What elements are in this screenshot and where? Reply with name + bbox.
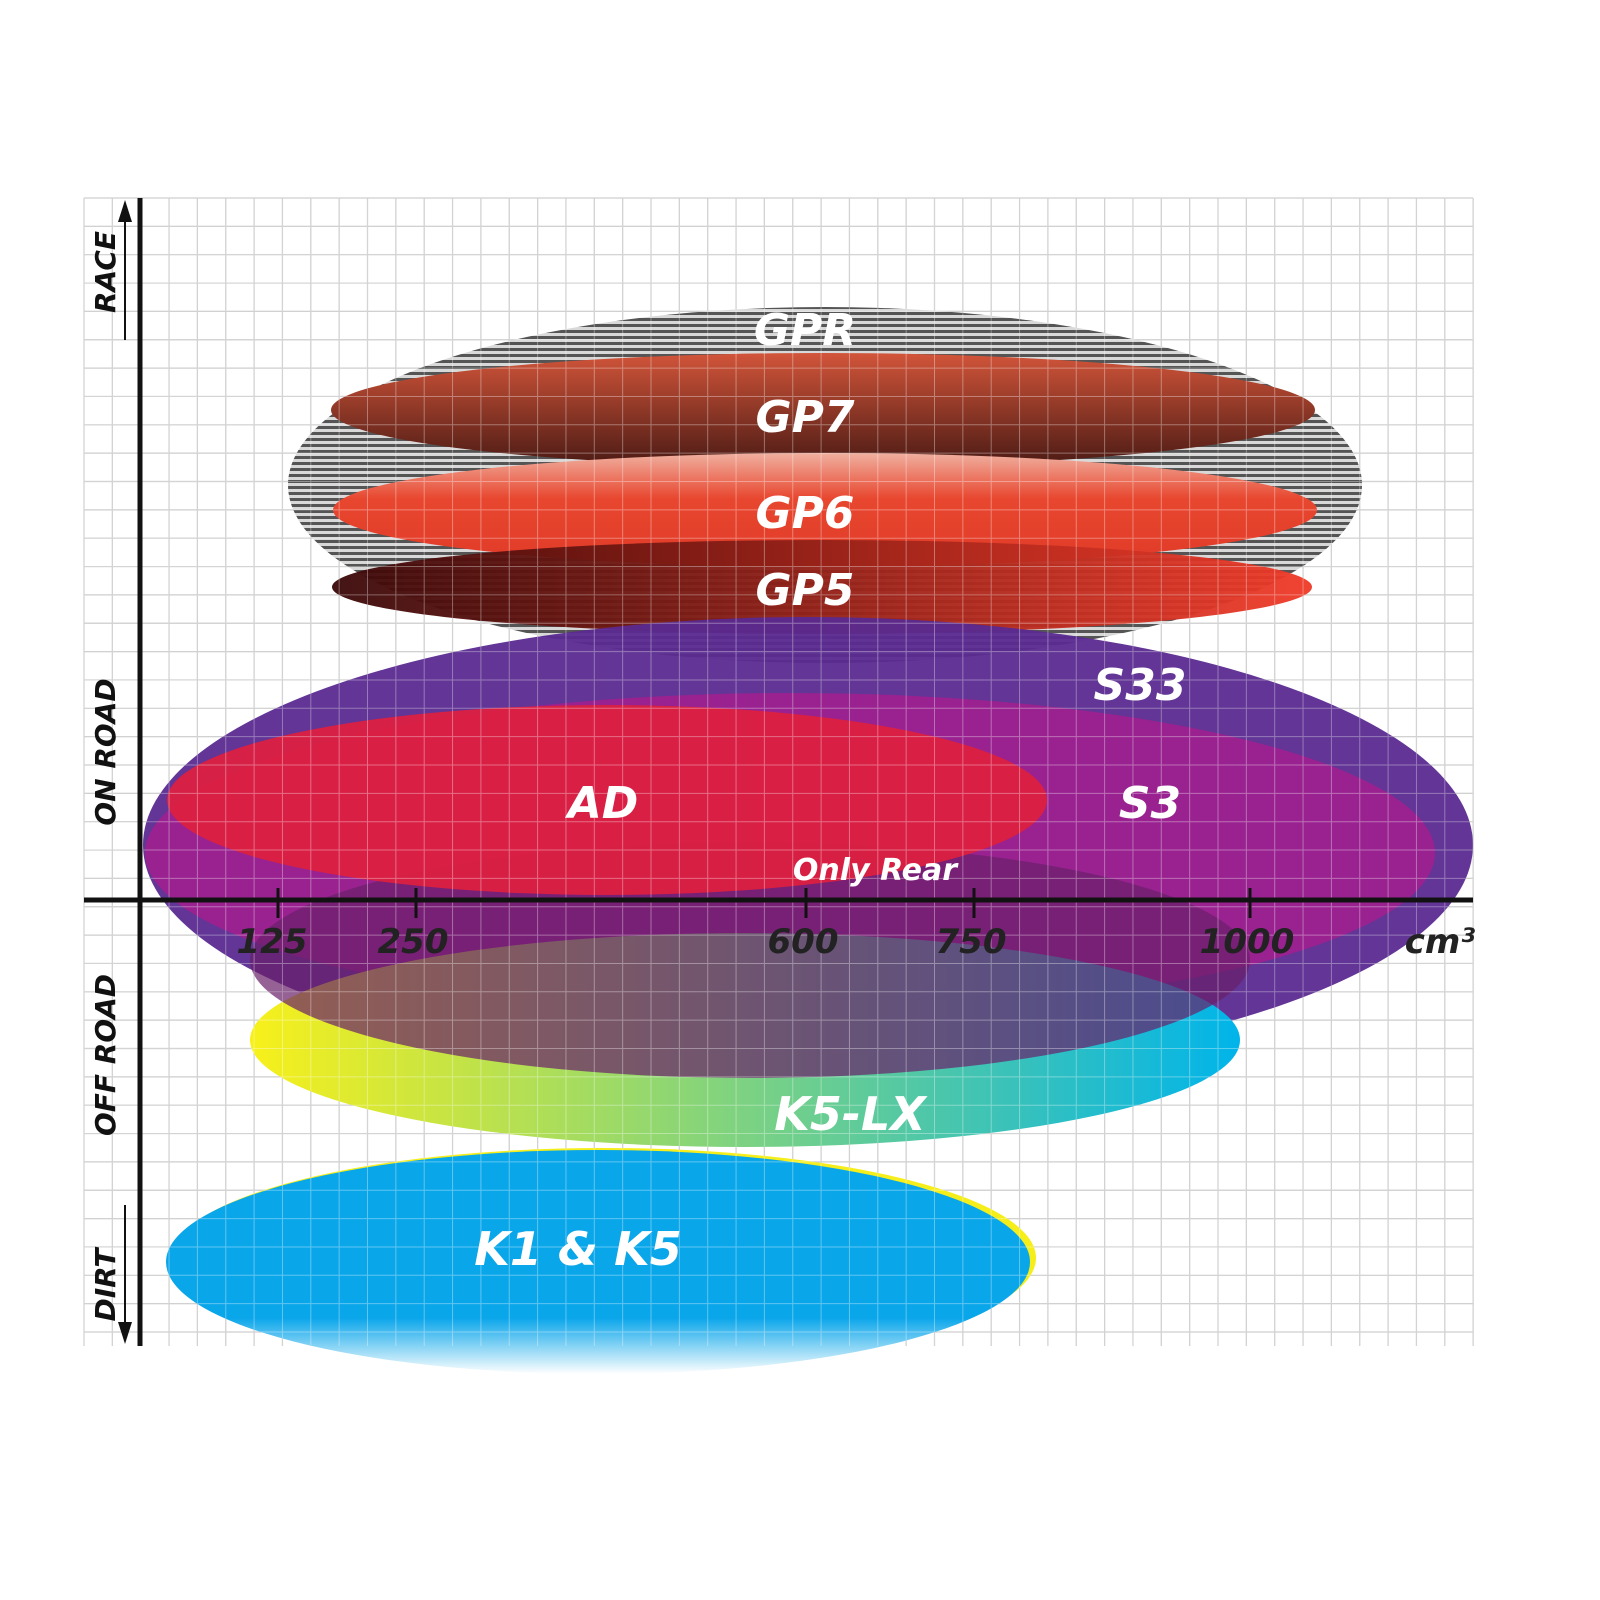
- label-s33: S33: [1094, 660, 1187, 711]
- race-arrow-icon: [118, 200, 132, 340]
- tick-label-125: 125: [237, 922, 308, 962]
- label-only-rear: Only Rear: [793, 853, 959, 888]
- label-gpr: GPR: [754, 305, 856, 356]
- ellipse-k1k5: [166, 1148, 1036, 1374]
- label-k5lx: K5-LX: [774, 1087, 928, 1141]
- y-label-on-road: ON ROAD: [89, 678, 122, 825]
- label-s3: S3: [1119, 778, 1181, 829]
- ellipse-gp7: [331, 353, 1315, 467]
- label-ad: AD: [565, 778, 639, 829]
- label-gp6: GP6: [756, 488, 855, 539]
- tick-label-1000: 1000: [1200, 922, 1295, 962]
- tick-label-250: 250: [378, 922, 449, 962]
- ellipse-ad: [167, 705, 1047, 895]
- y-label-off-road: OFF ROAD: [89, 974, 122, 1136]
- y-label-race: RACE: [89, 231, 122, 313]
- tick-label-750: 750: [936, 922, 1007, 962]
- y-label-dirt: DIRT: [89, 1247, 122, 1322]
- ellipse-gp6: [333, 453, 1317, 567]
- label-k1-k5: K1 & K5: [474, 1222, 681, 1276]
- tick-label-600: 600: [768, 922, 839, 962]
- label-gp7: GP7: [756, 392, 855, 443]
- ellipse-gp5: [332, 540, 1312, 634]
- x-unit-label: cm³: [1405, 922, 1476, 962]
- dirt-arrow-icon: [118, 1205, 132, 1344]
- label-gp5: GP5: [756, 565, 855, 616]
